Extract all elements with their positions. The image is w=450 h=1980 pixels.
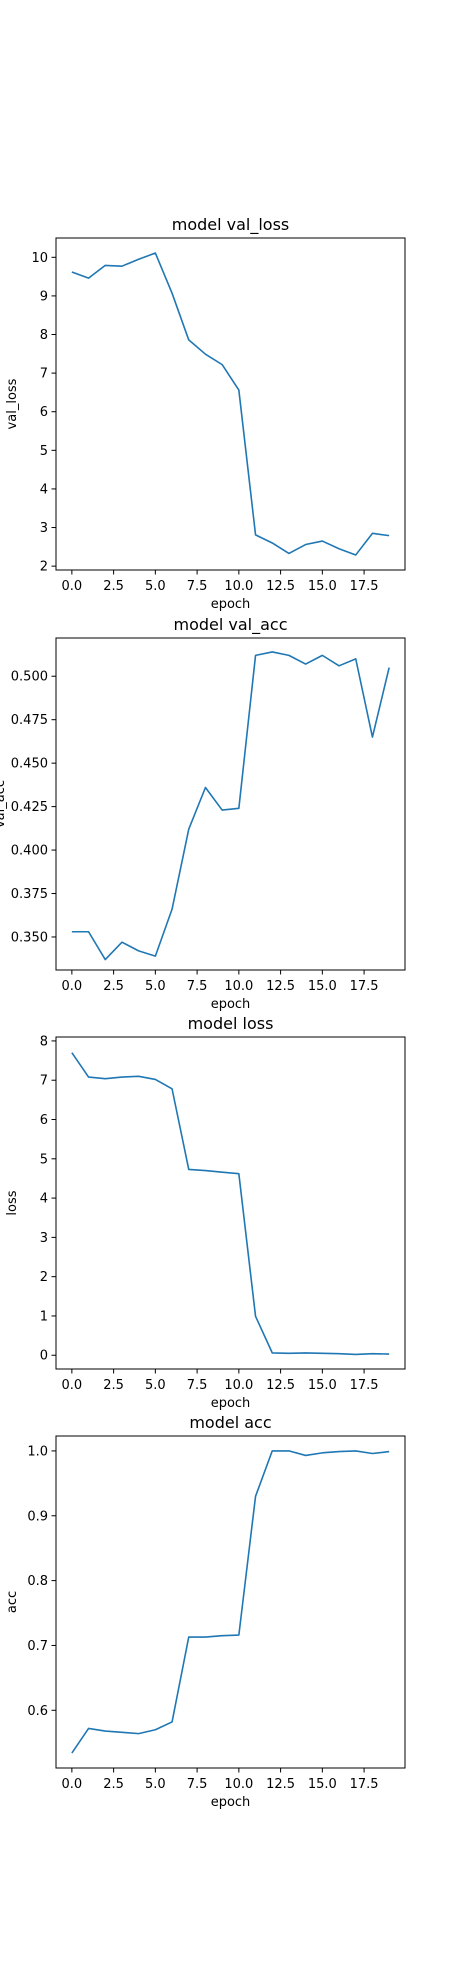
x-tick-label: 12.5 xyxy=(266,579,295,594)
x-tick-label: 0.0 xyxy=(62,1777,83,1792)
y-tick-label: 0.375 xyxy=(11,887,48,902)
y-axis-label: val_acc xyxy=(0,780,8,828)
y-tick-label: 9 xyxy=(40,289,48,304)
y-tick-label: 6 xyxy=(40,405,48,420)
series-line xyxy=(72,652,389,960)
y-tick-label: 7 xyxy=(40,367,48,382)
x-axis-label: epoch xyxy=(211,597,251,612)
y-tick-label: 0.7 xyxy=(27,1639,48,1654)
y-axis-label: val_loss xyxy=(5,378,20,429)
chart-title: model val_loss xyxy=(172,215,290,235)
x-tick-label: 15.0 xyxy=(308,579,337,594)
y-tick-label: 1 xyxy=(40,1309,48,1324)
y-tick-label: 3 xyxy=(40,1231,48,1246)
y-tick-label: 2 xyxy=(40,560,48,575)
y-tick-label: 4 xyxy=(40,482,48,497)
x-tick-label: 2.5 xyxy=(103,1378,124,1393)
x-tick-label: 2.5 xyxy=(103,579,124,594)
x-tick-label: 0.0 xyxy=(62,579,83,594)
chart-title: model val_acc xyxy=(173,615,287,635)
chart-title: model loss xyxy=(188,1014,274,1033)
y-tick-label: 0.9 xyxy=(27,1509,48,1524)
y-tick-label: 8 xyxy=(40,328,48,343)
x-tick-label: 0.0 xyxy=(62,1378,83,1393)
series-line xyxy=(72,1053,389,1355)
y-tick-label: 5 xyxy=(40,1152,48,1167)
y-tick-label: 0 xyxy=(40,1349,48,1364)
y-tick-label: 0.500 xyxy=(11,670,48,685)
x-tick-label: 17.5 xyxy=(350,979,379,994)
y-tick-label: 2 xyxy=(40,1270,48,1285)
x-tick-label: 10.0 xyxy=(224,579,253,594)
plot-frame xyxy=(56,638,405,970)
y-tick-label: 0.350 xyxy=(11,930,48,945)
series-line xyxy=(72,253,389,555)
y-axis-label: loss xyxy=(5,1190,20,1215)
x-tick-label: 5.0 xyxy=(145,579,166,594)
y-tick-label: 0.400 xyxy=(11,844,48,859)
plot-frame xyxy=(56,1436,405,1768)
y-tick-label: 0.475 xyxy=(11,713,48,728)
chart-panel-1: model val_acc 0.0 2.5 5.0 7.5 10.0 12.5 15.0 17.… xyxy=(0,615,405,1012)
chart-panel-3: model acc 0.0 2.5 5.0 7.5 10.0 12.5 15.0 17.5 0.6… xyxy=(5,1413,405,1810)
x-tick-label: 17.5 xyxy=(350,1378,379,1393)
x-tick-label: 10.0 xyxy=(224,979,253,994)
y-tick-label: 6 xyxy=(40,1113,48,1128)
plot-frame xyxy=(56,1037,405,1369)
x-tick-label: 12.5 xyxy=(266,979,295,994)
y-tick-label: 10 xyxy=(31,251,48,266)
x-tick-label: 7.5 xyxy=(187,579,208,594)
x-axis-label: epoch xyxy=(211,997,251,1012)
y-tick-label: 5 xyxy=(40,444,48,459)
y-tick-label: 0.425 xyxy=(11,800,48,815)
y-tick-label: 7 xyxy=(40,1074,48,1089)
chart-panel-2: model loss 0.0 2.5 5.0 7.5 10.0 12.5 15.0 17.5 0 1… xyxy=(5,1014,405,1411)
x-tick-label: 0.0 xyxy=(62,979,83,994)
y-tick-label: 0.6 xyxy=(27,1704,48,1719)
y-tick-label: 0.450 xyxy=(11,757,48,772)
x-tick-label: 7.5 xyxy=(187,1378,208,1393)
x-axis-label: epoch xyxy=(211,1396,251,1411)
x-tick-label: 7.5 xyxy=(187,979,208,994)
x-tick-label: 2.5 xyxy=(103,979,124,994)
x-tick-label: 15.0 xyxy=(308,1777,337,1792)
plot-frame xyxy=(56,238,405,570)
x-tick-label: 15.0 xyxy=(308,1378,337,1393)
y-tick-label: 3 xyxy=(40,521,48,536)
x-tick-label: 12.5 xyxy=(266,1777,295,1792)
y-tick-label: 4 xyxy=(40,1192,48,1207)
x-tick-label: 12.5 xyxy=(266,1378,295,1393)
chart-panel-0: model val_loss 0.0 2.5 5.0 7.5 10.0 12.5 15.0 17… xyxy=(5,215,405,612)
x-tick-label: 17.5 xyxy=(350,1777,379,1792)
y-axis-label: acc xyxy=(5,1591,20,1613)
x-tick-label: 5.0 xyxy=(145,979,166,994)
series-line xyxy=(72,1451,389,1753)
x-tick-label: 17.5 xyxy=(350,579,379,594)
x-axis-label: epoch xyxy=(211,1795,251,1810)
x-tick-label: 15.0 xyxy=(308,979,337,994)
y-tick-label: 8 xyxy=(40,1034,48,1049)
x-tick-label: 5.0 xyxy=(145,1777,166,1792)
y-tick-label: 1.0 xyxy=(27,1444,48,1459)
x-tick-label: 10.0 xyxy=(224,1378,253,1393)
x-tick-label: 7.5 xyxy=(187,1777,208,1792)
x-tick-label: 2.5 xyxy=(103,1777,124,1792)
x-tick-label: 10.0 xyxy=(224,1777,253,1792)
chart-title: model acc xyxy=(189,1413,271,1432)
x-tick-label: 5.0 xyxy=(145,1378,166,1393)
y-tick-label: 0.8 xyxy=(27,1574,48,1589)
